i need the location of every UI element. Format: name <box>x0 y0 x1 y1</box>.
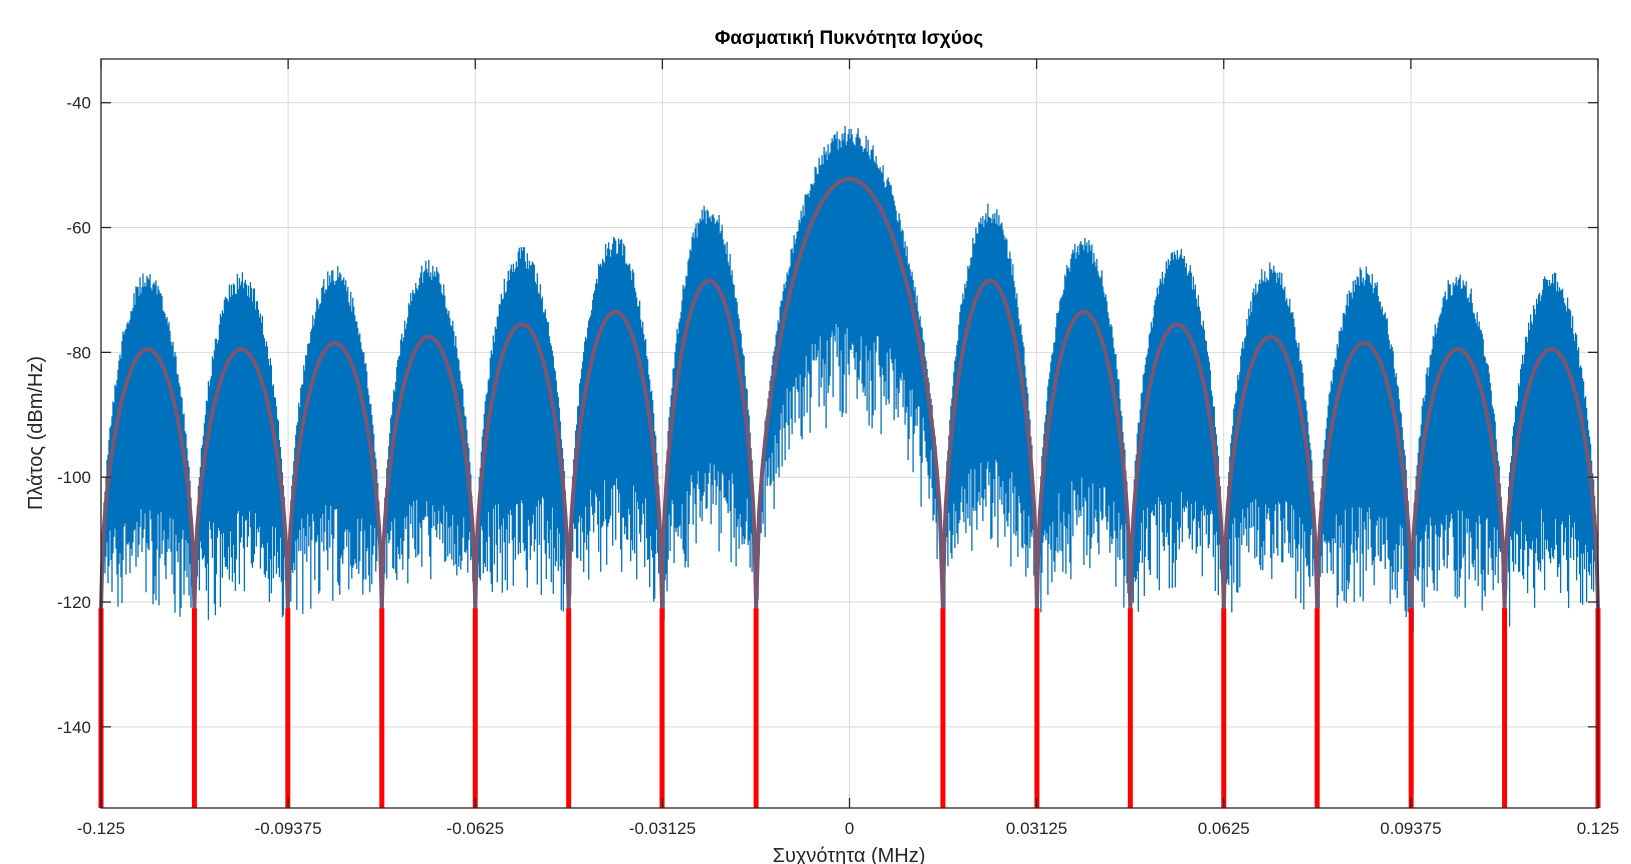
y-tick-label-2: -80 <box>66 343 91 362</box>
ticks: -0.125 -0.09375 -0.0625 -0.03125 0 0.03125 0.0… <box>57 59 1619 838</box>
x-tick-label-3: -0.03125 <box>629 819 696 838</box>
theoretical-spectrum-series <box>98 176 1601 808</box>
x-tick-label-1: -0.09375 <box>255 819 322 838</box>
theoretical-lobe-13 <box>1409 347 1507 609</box>
theoretical-lobe-9 <box>1034 309 1133 609</box>
theoretical-lobe-1 <box>192 347 290 609</box>
theoretical-lobe-4 <box>473 322 571 609</box>
theoretical-lobe-11 <box>1221 334 1320 609</box>
theoretical-lobe-0 <box>99 347 197 609</box>
y-tick-label-1: -60 <box>66 219 91 238</box>
y-axis-label: Πλάτος (dBm/Hz) <box>25 356 47 510</box>
y-tick-label-0: -40 <box>66 94 91 113</box>
x-tick-label-8: 0.125 <box>1577 819 1620 838</box>
x-tick-label-2: -0.0625 <box>446 819 504 838</box>
x-tick-label-4: 0 <box>845 819 854 838</box>
x-tick-label-5: 0.03125 <box>1006 819 1067 838</box>
x-axis-label: Συχνότητα (MHz) <box>773 845 926 864</box>
x-tick-label-6: 0.0625 <box>1198 819 1250 838</box>
theoretical-lobe-12 <box>1315 340 1414 609</box>
chart-title: Φασματική Πυκνότητα Ισχύος <box>715 28 984 49</box>
theoretical-lobe-10 <box>1128 322 1226 609</box>
y-tick-label-5: -140 <box>57 718 91 737</box>
theoretical-lobe-8 <box>940 278 1039 609</box>
x-tick-label-0: -0.125 <box>77 819 125 838</box>
theoretical-lobe-14 <box>1502 347 1600 609</box>
theoretical-lobe-2 <box>285 340 384 609</box>
theoretical-lobe-7 <box>754 176 945 609</box>
y-tick-label-4: -120 <box>57 593 91 612</box>
x-tick-label-7: 0.09375 <box>1380 819 1441 838</box>
theoretical-lobe-5 <box>566 309 665 609</box>
theoretical-lobe-6 <box>660 278 759 609</box>
theoretical-lobe-3 <box>379 334 478 609</box>
y-tick-label-3: -100 <box>57 468 91 487</box>
